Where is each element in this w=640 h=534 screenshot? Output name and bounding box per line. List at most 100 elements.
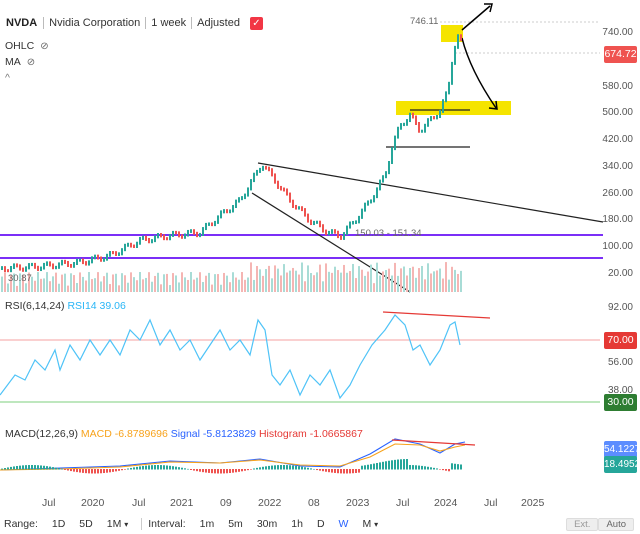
range-1m[interactable]: 1M ▾ [106,518,129,530]
candle [313,220,315,226]
volume-bar [202,282,204,292]
histogram-bar [136,466,138,470]
volume-bar [145,277,147,292]
candle [256,169,258,176]
eye-slash-icon[interactable]: ⊘ [40,40,49,52]
candle [166,237,168,241]
histogram-bar [448,469,450,472]
volume-bar [172,273,174,292]
range-1d[interactable]: 1D [51,518,66,530]
rsi-divergence-line [382,311,491,319]
eye-slash-icon[interactable]: ⊘ [26,56,36,68]
histogram-bar [184,468,186,470]
macd-legend[interactable]: MACD(12,26,9) MACD -6.8789696 Signal -5.… [5,428,363,440]
candle [202,227,204,236]
volume-bar [160,284,162,292]
volume-bar [253,279,255,292]
histogram-bar [244,469,246,471]
histogram-bar [103,469,105,474]
volume-bar [178,282,180,292]
candle [190,229,192,233]
collapse-caret[interactable]: ^ [5,72,10,84]
candle [418,121,420,133]
interval-5m[interactable]: 5m [228,518,243,530]
volume-bar [349,271,351,292]
x-tick: 09 [220,497,232,509]
volume-bar [382,271,384,292]
ma-toggle[interactable]: MA ⊘ [5,56,38,68]
interval-1h[interactable]: 1h [291,518,303,530]
candle [319,220,321,228]
interval-30m[interactable]: 30m [256,518,278,530]
histogram-bar [58,468,60,470]
candle [430,116,432,122]
volume-bar [352,263,354,292]
highlight-top [441,25,463,42]
y-tick: 180.00 [602,214,633,225]
candle [298,206,300,210]
chevron-down-icon: ▾ [374,520,379,529]
range-5d[interactable]: 5D [79,518,93,530]
candle [355,220,357,224]
upper-trendline [257,162,604,223]
rsi-upper-tag: 70.00 [604,332,637,349]
interval-label[interactable]: 1 week [146,17,193,29]
volume-bar [70,273,72,292]
histogram-bar [145,465,147,470]
histogram-bar [52,467,54,470]
candle [211,222,213,227]
histogram-bar [22,465,24,470]
histogram-bar [376,462,378,470]
histogram-bar [352,469,354,474]
histogram-bar [322,469,324,472]
histogram-bar [430,467,432,470]
candle [361,208,363,219]
histogram-bar [7,467,9,470]
candle [265,165,267,170]
candle [1,266,3,270]
histogram-bar [211,469,213,474]
volume-bar [343,264,345,292]
histogram-bar [400,459,402,470]
candle [58,262,60,269]
volume-bar [283,264,285,292]
symbol-label[interactable]: NVDA [4,17,45,29]
candle [208,222,210,226]
rsi-legend[interactable]: RSI(6,14,24) RSI14 39.06 [5,300,126,312]
interval-d[interactable]: D [316,518,325,530]
histogram-bar [13,466,15,470]
candle [154,235,156,243]
histogram-bar [43,465,45,470]
volume-bar [430,273,432,292]
candle [283,187,285,192]
volume-bar [193,279,195,292]
ohlc-toggle[interactable]: OHLC ⊘ [5,40,51,52]
histogram-bar [454,463,456,470]
interval-w[interactable]: W [338,518,349,530]
interval-m[interactable]: M ▾ [362,518,379,530]
histogram-bar [415,465,417,470]
volume-bar [364,275,366,292]
histogram-bar [442,469,444,471]
volume-bar [7,283,9,292]
volume-bar [139,272,141,292]
candle [232,205,234,213]
auto-scale-button[interactable]: Auto [598,517,634,531]
candle [4,266,6,273]
volume-bar [85,280,87,292]
interval-1m[interactable]: 1m [199,518,215,530]
histogram-bar [310,468,312,470]
histogram-bar [46,466,48,470]
extended-hours-button[interactable]: Ext. [566,517,599,531]
adjusted-checkbox[interactable]: ✓ [249,16,263,30]
macd-value: MACD -6.8789696 [80,428,168,440]
candle [145,235,147,241]
histogram-bar [418,465,420,470]
candle [61,259,63,266]
volume-bar [127,282,129,292]
candle [460,34,462,42]
candle [238,197,240,203]
candle [184,233,186,239]
histogram-bar [133,467,135,470]
